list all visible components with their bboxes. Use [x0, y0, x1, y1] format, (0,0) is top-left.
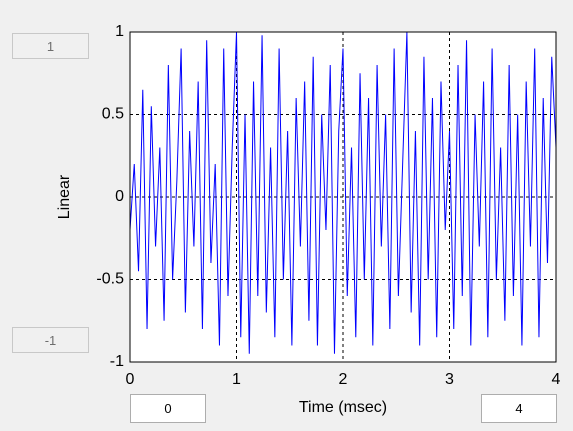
signal-line	[129, 31, 557, 354]
x-tick-label: 1	[232, 371, 241, 388]
y-tick-label: 0.5	[102, 106, 124, 123]
y-tick-label: 1	[115, 23, 124, 40]
x-tick-label: 4	[552, 371, 561, 388]
x-tick-label: 0	[126, 371, 135, 388]
x-tick-label: 3	[445, 371, 454, 388]
y-max-field[interactable]: 1	[12, 33, 89, 59]
y-min-field[interactable]: -1	[12, 327, 89, 353]
y-tick-label: -1	[110, 353, 124, 370]
x-tick-label: 2	[339, 371, 348, 388]
x-min-field[interactable]: 0	[130, 394, 206, 423]
plot-frame	[129, 31, 557, 363]
x-max-field[interactable]: 4	[481, 394, 557, 423]
y-tick-label: 0	[115, 188, 124, 205]
y-axis-label: Linear	[56, 174, 73, 219]
y-tick-label: -0.5	[96, 271, 124, 288]
x-axis-label: Time (msec)	[299, 399, 387, 416]
